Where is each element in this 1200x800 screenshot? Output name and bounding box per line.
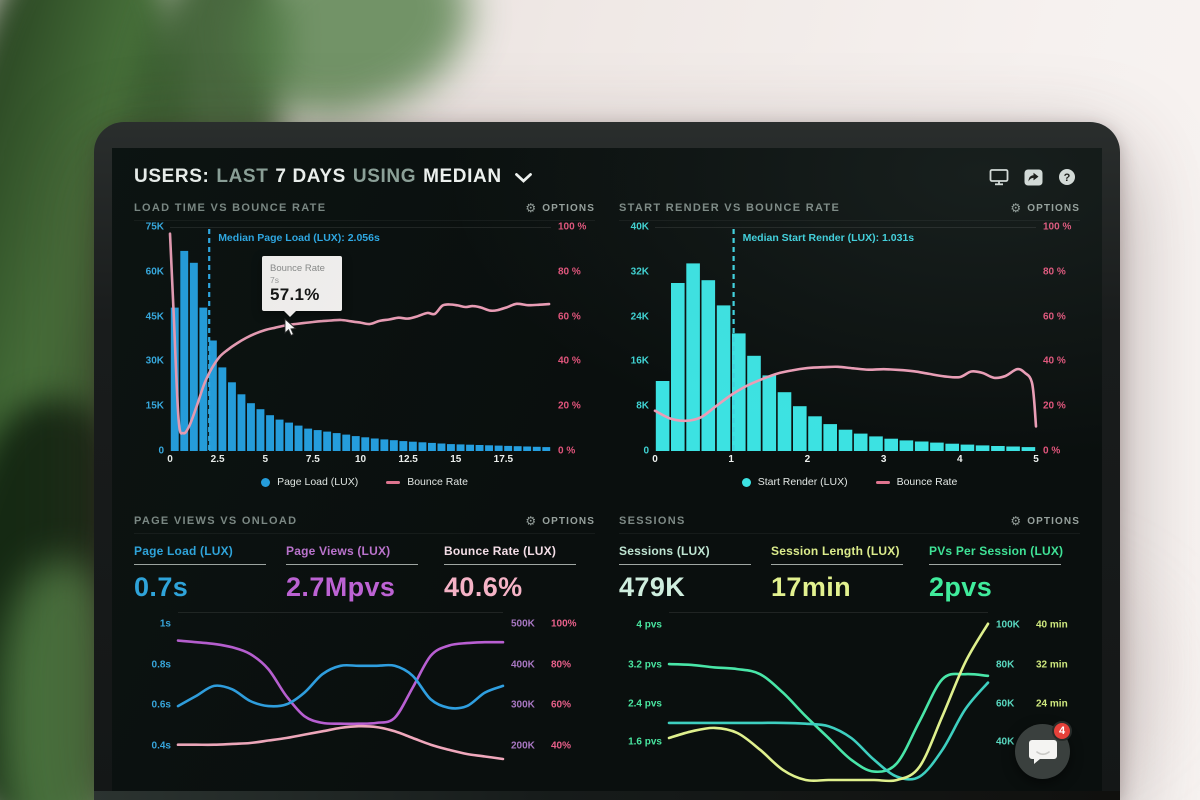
metrics-row: Page Load (LUX) 0.7s Page Views (LUX) 2.… [134,544,595,608]
dashboard-header: USERS: LAST 7 DAYS USING MEDIAN ? [112,148,1102,196]
chart-row: 1s 0.8s 0.6s 0.4s 500K 400K 300K 200K 100% 80% 6… [134,612,595,780]
metric-label: Bounce Rate (LUX) [444,544,557,558]
gear-icon: ⚙ [1010,514,1023,528]
chart-legend: Page Load (LUX) Bounce Rate [134,476,595,488]
svg-text:?: ? [1064,172,1071,184]
metric-value: 2.7Mpvs [286,572,396,602]
metrics-row: Sessions (LUX) 479K Session Length (LUX)… [619,544,1080,608]
start-render-histogram[interactable]: Median Start Render (LUX): 1.031s [653,227,1038,451]
metric-label: Page Views (LUX) [286,544,391,558]
chart-row: 40K 32K 24K 16K 8K 0 Median Start Render (LUX… [619,221,1080,457]
panel-load-time: LOAD TIME VS BOUNCE RATE ⚙ OPTIONS 75K 60K… [134,196,595,496]
panel-grid: LOAD TIME VS BOUNCE RATE ⚙ OPTIONS 75K 60K… [134,196,1080,783]
bounce-rate-tooltip: Bounce Rate 7s 57.1% [262,256,342,317]
options-button[interactable]: ⚙ OPTIONS [1010,201,1080,215]
y-axis-bounce: 100% 80% 60% 40% [551,618,577,752]
metric-underline [929,564,1061,565]
header-icon-group: ? [988,167,1078,187]
metric-underline [771,564,903,565]
title-using: USING [352,166,417,187]
tooltip-subtitle: 7s [270,274,279,285]
panel-title: SESSIONS [619,515,686,527]
y-axis-left: 75K 60K 45K 30K 15K 0 [145,221,164,457]
panel-page-views-header: PAGE VIEWS VS ONLOAD ⚙ OPTIONS [134,509,595,534]
metric-label: Sessions (LUX) [619,544,710,558]
chat-unread-badge: 4 [1052,721,1072,741]
dashboard-screen: USERS: LAST 7 DAYS USING MEDIAN ? [112,148,1102,791]
metric-bounce-rate: Bounce Rate (LUX) 40.6% [444,544,595,608]
metric-underline [134,564,266,565]
metric-underline [286,564,418,565]
metric-label: Session Length (LUX) [771,544,900,558]
metric-label: Page Load (LUX) [134,544,234,558]
load-time-histogram[interactable]: Median Page Load (LUX): 2.056s [168,227,551,451]
panel-title: LOAD TIME VS BOUNCE RATE [134,202,327,214]
y-axis-right-group: 500K 400K 300K 200K 100% 80% 60% 40% [503,612,595,780]
metric-label: PVs Per Session (LUX) [929,544,1064,558]
metric-value: 0.7s [134,572,189,602]
metric-underline [619,564,751,565]
title-last: LAST [216,166,269,187]
title-days: 7 DAYS [275,166,346,187]
laptop-hinge [94,791,1120,800]
metric-value: 17min [771,572,852,602]
title-median: MEDIAN [423,166,502,187]
metric-value: 40.6% [444,572,523,602]
y-axis-sessions: 100K 80K 60K 40K [996,619,1020,748]
metric-underline [444,564,576,565]
x-axis: 0 2.5 5 7.5 10 12.5 15 17.5 [167,454,514,465]
panel-start-render: START RENDER VS BOUNCE RATE ⚙ OPTIONS 40K… [619,196,1080,496]
svg-text:Median Start Render (LUX): 1.0: Median Start Render (LUX): 1.031s [743,232,915,244]
gear-icon: ⚙ [525,514,538,528]
gear-icon: ⚙ [1010,201,1023,215]
metric-sessions: Sessions (LUX) 479K [619,544,771,608]
options-button[interactable]: ⚙ OPTIONS [525,514,595,528]
y-axis-session-length: 40 min 32 min 24 min [1036,619,1068,710]
chat-widget-button[interactable]: 4 [1015,721,1072,779]
panel-sessions: SESSIONS ⚙ OPTIONS Sessions (LUX) 479K Se… [619,509,1080,783]
options-button[interactable]: ⚙ OPTIONS [1010,514,1080,528]
panel-page-views: PAGE VIEWS VS ONLOAD ⚙ OPTIONS Page Load … [134,509,595,771]
y-axis-left: 4 pvs 3.2 pvs 2.4 pvs 1.6 pvs [628,619,662,748]
panel-sessions-header: SESSIONS ⚙ OPTIONS [619,509,1080,534]
metric-page-load: Page Load (LUX) 0.7s [134,544,286,608]
title-users: USERS: [134,166,210,187]
metric-page-views: Page Views (LUX) 2.7Mpvs [286,544,444,608]
chart-legend: Start Render (LUX) Bounce Rate [619,476,1080,488]
y-axis-right: 100 % 80 % 60 % 40 % 20 % 0 % [1043,221,1072,457]
users-range-dropdown[interactable]: USERS: LAST 7 DAYS USING MEDIAN [134,166,532,188]
chart-row: 75K 60K 45K 30K 15K 0 Median Page Load (LUX):… [134,221,595,457]
laptop-frame: USERS: LAST 7 DAYS USING MEDIAN ? [94,122,1120,800]
tooltip-title: Bounce Rate [270,263,325,274]
page-views-line-chart[interactable] [176,612,505,780]
metric-value: 2pvs [929,572,993,602]
panel-start-render-header: START RENDER VS BOUNCE RATE ⚙ OPTIONS [619,196,1080,221]
help-icon[interactable]: ? [1056,167,1078,187]
chevron-down-icon [514,173,532,183]
y-axis-left: 40K 32K 24K 16K 8K 0 [630,221,649,457]
chat-bubble-icon [1028,740,1057,764]
sessions-line-chart[interactable] [667,612,990,783]
panel-title: PAGE VIEWS VS ONLOAD [134,515,298,527]
options-button[interactable]: ⚙ OPTIONS [525,201,595,215]
chart-row: 4 pvs 3.2 pvs 2.4 pvs 1.6 pvs 100K 80K 60K 40K… [619,612,1080,783]
panel-load-time-header: LOAD TIME VS BOUNCE RATE ⚙ OPTIONS [134,196,595,221]
mouse-cursor [284,318,297,337]
y-axis-right: 100 % 80 % 60 % 40 % 20 % 0 % [558,221,587,457]
svg-text:Median Page Load (LUX): 2.056s: Median Page Load (LUX): 2.056s [218,232,380,244]
share-icon[interactable] [1022,167,1044,187]
tooltip-value: 57.1% [270,284,320,304]
y-axis-pageviews: 500K 400K 300K 200K [511,618,535,752]
gear-icon: ⚙ [525,201,538,215]
metric-session-length: Session Length (LUX) 17min [771,544,929,608]
metric-value: 479K [619,572,686,602]
display-icon[interactable] [988,167,1010,187]
metric-pvs-per-session: PVs Per Session (LUX) 2pvs [929,544,1080,608]
y-axis-left: 1s 0.8s 0.6s 0.4s [151,618,171,752]
panel-title: START RENDER VS BOUNCE RATE [619,202,841,214]
y-axis-right-group: 100K 80K 60K 40K 40 min 32 min 24 min [988,612,1080,780]
